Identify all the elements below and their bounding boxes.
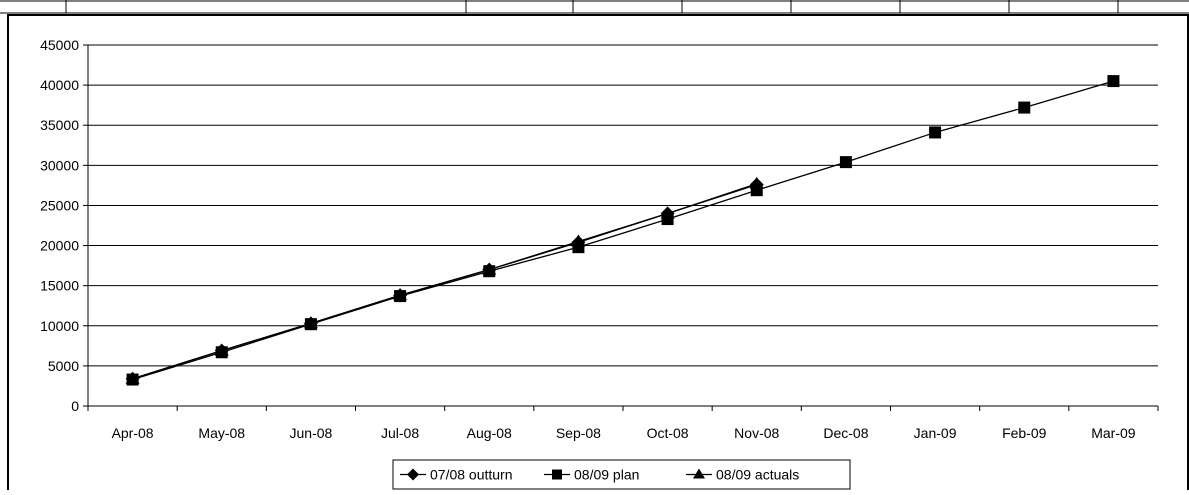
legend-box <box>392 459 851 490</box>
data-point-square <box>1018 101 1031 114</box>
legend-marker-square <box>552 469 562 480</box>
gridlines <box>88 44 1158 367</box>
y-tick-label: 10000 <box>40 318 79 334</box>
series-square <box>126 75 1120 386</box>
y-tick-label: 45000 <box>40 37 79 53</box>
x-tick-label: Sep-08 <box>556 425 601 441</box>
data-point-triangle <box>214 343 229 356</box>
data-point-triangle <box>749 176 764 189</box>
y-tick-label: 35000 <box>40 117 79 133</box>
data-point-square <box>839 156 852 169</box>
x-tick-label: Jan-09 <box>914 425 957 441</box>
x-tick-label: Apr-08 <box>112 425 154 441</box>
legend-label: 07/08 outturn <box>430 467 513 483</box>
series-triangle <box>125 176 764 384</box>
legend-marker-diamond <box>407 468 419 481</box>
y-tick-label: 25000 <box>40 197 79 213</box>
data-point-triangle <box>571 234 586 247</box>
legend-label: 08/09 plan <box>574 467 639 483</box>
data-point-triangle <box>303 316 318 329</box>
data-point-triangle <box>482 262 497 275</box>
y-tick-label: 40000 <box>40 77 79 93</box>
y-tick-label: 20000 <box>40 238 79 254</box>
x-tick-label: Nov-08 <box>734 425 779 441</box>
axes: 0 5000 10000 15000 20000 25000 30000 35000 40000… <box>40 37 1159 441</box>
legend-marker-triangle <box>693 468 705 479</box>
data-point-triangle <box>393 288 408 301</box>
series <box>125 75 1120 386</box>
x-tick-label: Dec-08 <box>823 425 868 441</box>
x-tick-label: Feb-09 <box>1002 425 1047 441</box>
x-tick-label: May-08 <box>198 425 245 441</box>
x-tick-label: Oct-08 <box>647 425 689 441</box>
y-tick-label: 5000 <box>48 358 79 374</box>
data-point-square <box>929 126 942 139</box>
x-tick-label: Mar-09 <box>1091 425 1136 441</box>
x-tick-label: Aug-08 <box>467 425 512 441</box>
legend: 07/08 outturn 08/09 plan 08/09 actuals <box>392 459 851 490</box>
data-point-triangle <box>660 206 675 219</box>
data-point-square <box>1107 75 1120 88</box>
data-point-triangle <box>125 371 140 384</box>
y-tick-label: 15000 <box>40 278 79 294</box>
y-tick-label: 0 <box>71 398 79 414</box>
legend-label: 08/09 actuals <box>716 467 799 483</box>
chart-frame <box>7 14 1189 495</box>
x-tick-label: Jul-08 <box>381 425 419 441</box>
series-line <box>132 80 1114 381</box>
series-line <box>132 183 757 380</box>
y-tick-label: 30000 <box>40 157 79 173</box>
x-tick-label: Jun-08 <box>290 425 333 441</box>
sheet-gridlines <box>0 0 1189 14</box>
